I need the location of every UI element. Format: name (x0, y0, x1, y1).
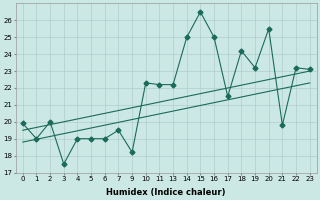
X-axis label: Humidex (Indice chaleur): Humidex (Indice chaleur) (107, 188, 226, 197)
